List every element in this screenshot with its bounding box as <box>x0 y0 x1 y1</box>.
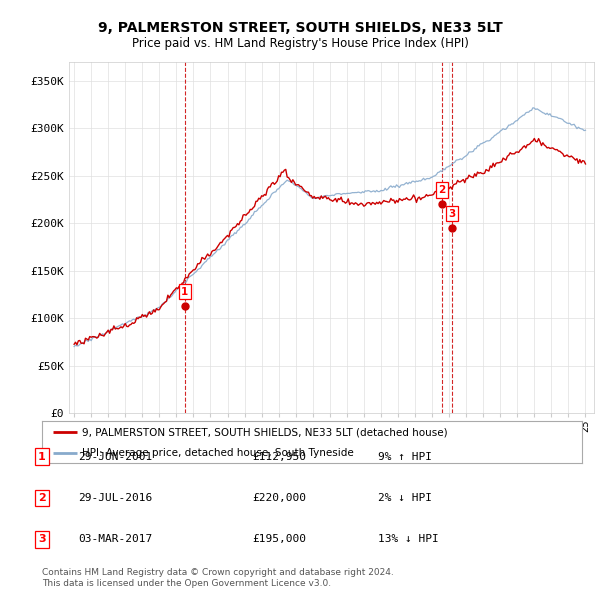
Text: £112,950: £112,950 <box>252 452 306 461</box>
Text: 3: 3 <box>38 535 46 544</box>
Text: 1: 1 <box>181 287 188 297</box>
Text: 9% ↑ HPI: 9% ↑ HPI <box>378 452 432 461</box>
Text: 03-MAR-2017: 03-MAR-2017 <box>78 535 152 544</box>
Text: HPI: Average price, detached house, South Tyneside: HPI: Average price, detached house, Sout… <box>83 448 354 457</box>
Text: 1: 1 <box>38 452 46 461</box>
Text: 29-JUL-2016: 29-JUL-2016 <box>78 493 152 503</box>
Text: 2% ↓ HPI: 2% ↓ HPI <box>378 493 432 503</box>
Text: 13% ↓ HPI: 13% ↓ HPI <box>378 535 439 544</box>
Text: Contains HM Land Registry data © Crown copyright and database right 2024.: Contains HM Land Registry data © Crown c… <box>42 568 394 577</box>
Text: 9, PALMERSTON STREET, SOUTH SHIELDS, NE33 5LT: 9, PALMERSTON STREET, SOUTH SHIELDS, NE3… <box>98 21 502 35</box>
Text: 2: 2 <box>38 493 46 503</box>
Text: This data is licensed under the Open Government Licence v3.0.: This data is licensed under the Open Gov… <box>42 579 331 588</box>
Text: £195,000: £195,000 <box>252 535 306 544</box>
Text: £220,000: £220,000 <box>252 493 306 503</box>
Text: 9, PALMERSTON STREET, SOUTH SHIELDS, NE33 5LT (detached house): 9, PALMERSTON STREET, SOUTH SHIELDS, NE3… <box>83 427 448 437</box>
Text: 2: 2 <box>439 185 446 195</box>
Text: 29-JUN-2001: 29-JUN-2001 <box>78 452 152 461</box>
Text: 3: 3 <box>448 209 455 219</box>
Text: Price paid vs. HM Land Registry's House Price Index (HPI): Price paid vs. HM Land Registry's House … <box>131 37 469 50</box>
